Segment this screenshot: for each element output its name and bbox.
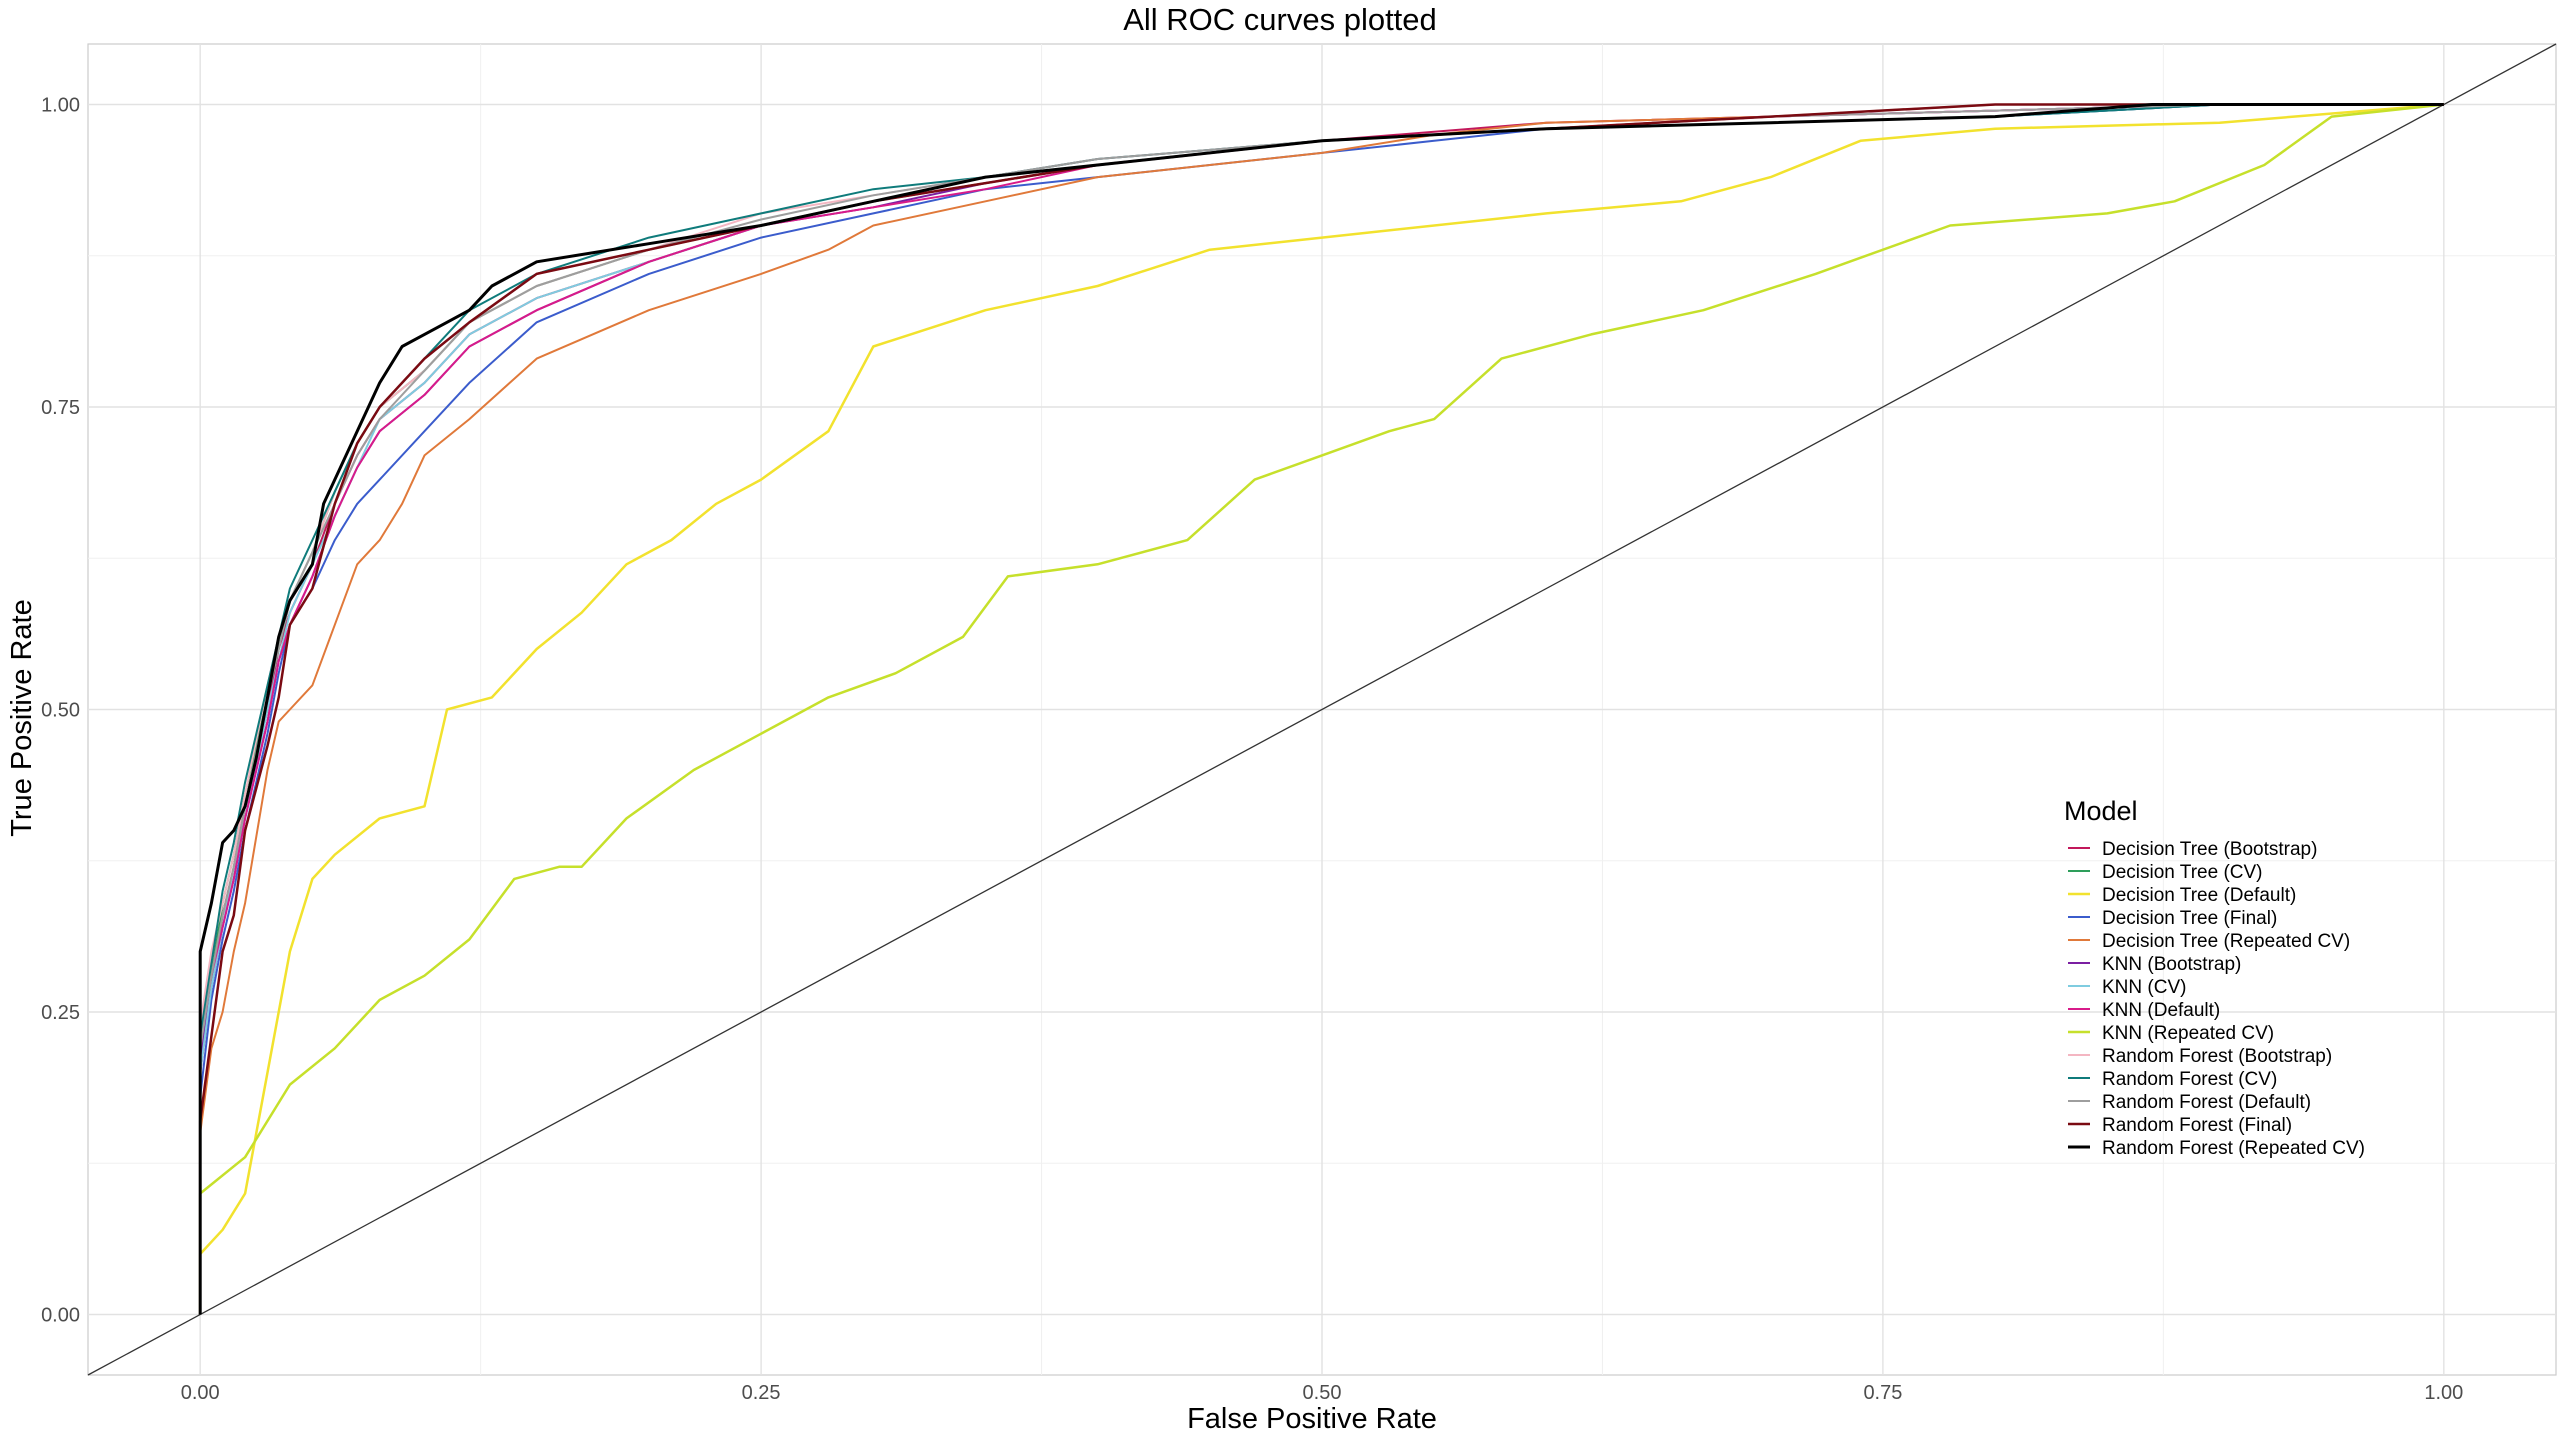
series-line: [198, 103, 2444, 1315]
legend-label: Random Forest (Final): [2102, 1115, 2292, 1136]
series-line: [198, 103, 2444, 1315]
legend-label: Random Forest (Repeated CV): [2102, 1138, 2365, 1159]
y-axis-title: True Positive Rate: [6, 599, 38, 836]
legend-label: Decision Tree (Default): [2102, 885, 2296, 906]
y-tick-label: 0.00: [41, 1305, 80, 1327]
series-line: [199, 103, 2444, 1315]
series-line: [198, 103, 2444, 1315]
legend-label: Decision Tree (CV): [2102, 862, 2263, 883]
legend-label: KNN (CV): [2102, 977, 2186, 998]
legend-title: Model: [2064, 796, 2138, 826]
series-group: [198, 103, 2444, 1315]
legend-label: Random Forest (Default): [2102, 1092, 2311, 1113]
legend-label: Decision Tree (Bootstrap): [2102, 839, 2317, 860]
y-tick-label: 0.50: [41, 700, 80, 722]
y-tick-label: 0.25: [41, 1002, 80, 1024]
chart-title: All ROC curves plotted: [1123, 2, 1437, 37]
legend-label: KNN (Bootstrap): [2102, 954, 2241, 975]
y-tick-label: 0.75: [41, 397, 80, 419]
legend-label: Decision Tree (Repeated CV): [2102, 931, 2350, 952]
x-axis-title: False Positive Rate: [1187, 1403, 1437, 1435]
legend: Model Decision Tree (Bootstrap)Decision …: [2064, 796, 2365, 1159]
legend-label: KNN (Repeated CV): [2102, 1023, 2274, 1044]
y-tick-label: 1.00: [41, 95, 80, 117]
x-tick-label: 0.25: [742, 1382, 781, 1404]
x-tick-labels: 0.00 0.25 0.50 0.75 1.00: [181, 1382, 2464, 1404]
x-tick-label: 0.75: [1863, 1382, 1902, 1404]
y-tick-labels: 0.00 0.25 0.50 0.75 1.00: [41, 95, 80, 1327]
legend-label: Random Forest (Bootstrap): [2102, 1046, 2332, 1067]
reference-line-group: [87, 43, 2557, 1376]
x-tick-label: 0.50: [1303, 1382, 1342, 1404]
x-tick-label: 0.00: [181, 1382, 220, 1404]
legend-label: KNN (Default): [2102, 1000, 2220, 1021]
legend-label: Random Forest (CV): [2102, 1069, 2277, 1090]
reference-diagonal-line: [87, 43, 2557, 1376]
x-tick-label: 1.00: [2424, 1382, 2463, 1404]
legend-label: Decision Tree (Final): [2102, 908, 2277, 929]
